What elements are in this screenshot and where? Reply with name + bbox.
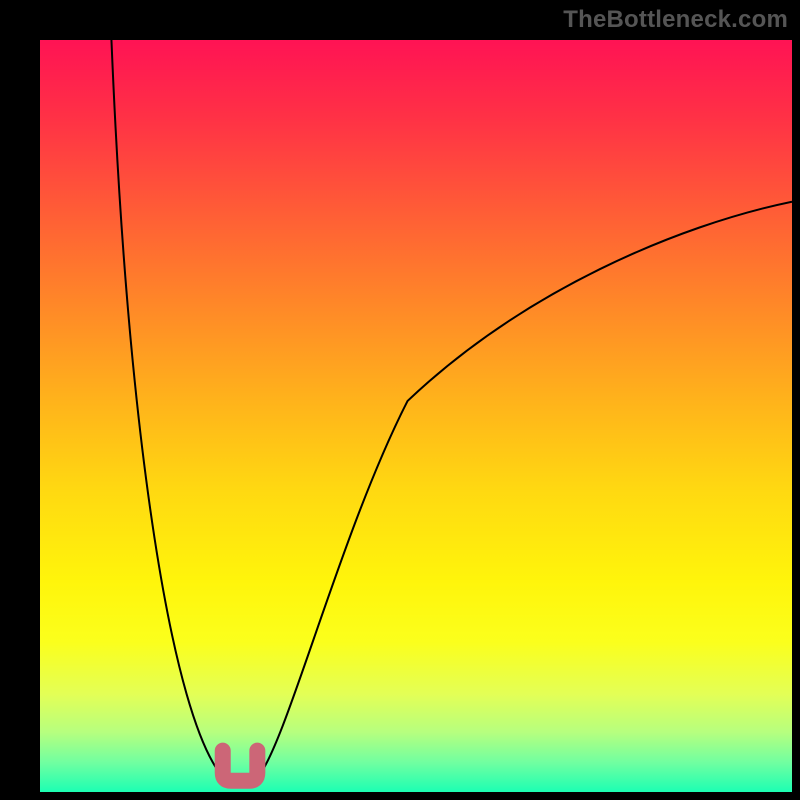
chart-container: TheBottleneck.com [0, 0, 800, 800]
plot-area [40, 40, 792, 792]
curve-left-branch [111, 40, 222, 777]
optimum-marker [223, 751, 258, 781]
watermark-text: TheBottleneck.com [563, 6, 788, 34]
curve-right-branch [258, 202, 792, 777]
bottleneck-curve [40, 40, 792, 792]
